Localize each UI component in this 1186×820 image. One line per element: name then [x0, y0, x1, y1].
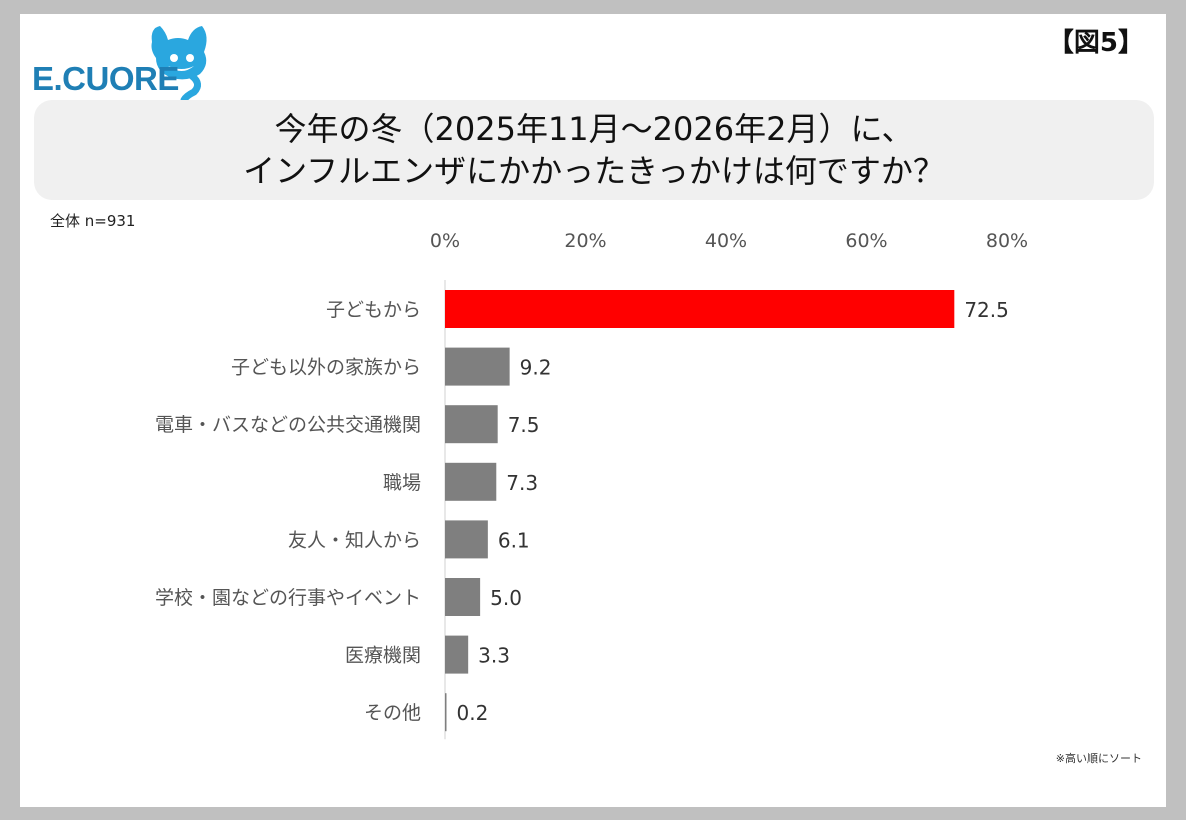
value-label: 5.0	[490, 586, 522, 610]
category-label: 学校・園などの行事やイベント	[155, 587, 421, 609]
value-label: 9.2	[520, 356, 552, 380]
category-label: 医療機関	[345, 645, 421, 667]
value-label: 7.3	[506, 471, 538, 495]
figure-frame: E.CUORE 【図5】 今年の冬（2025年11月～2026年2月）に、 イン…	[20, 14, 1166, 807]
category-label: 子どもから	[326, 299, 421, 321]
bar	[445, 462, 497, 501]
chart-title-box: 今年の冬（2025年11月～2026年2月）に、 インフルエンザにかかったきっか…	[34, 100, 1154, 200]
bar	[445, 347, 510, 386]
sort-note: ※高い順にソート	[1055, 752, 1142, 765]
bar	[445, 635, 469, 674]
bar	[445, 520, 488, 559]
category-label: その他	[364, 702, 421, 724]
value-label: 6.1	[498, 528, 530, 552]
bar	[445, 578, 481, 616]
category-label: 職場	[383, 472, 421, 494]
sample-size-label: 全体 n=931	[50, 212, 136, 230]
value-label: 0.2	[457, 701, 489, 725]
bar	[445, 290, 955, 328]
brand-logo: E.CUORE	[32, 22, 212, 112]
x-tick-label: 80%	[986, 230, 1028, 252]
x-tick-label: 60%	[845, 230, 887, 252]
category-label: 子ども以外の家族から	[231, 357, 421, 379]
bar	[445, 693, 447, 732]
category-label: 友人・知人から	[288, 529, 421, 551]
x-tick-label: 40%	[705, 230, 747, 252]
bar	[445, 405, 498, 444]
logo-text: E.CUORE	[32, 60, 179, 97]
value-label: 7.5	[508, 413, 540, 437]
x-tick-label: 20%	[564, 230, 606, 252]
chart-title-line-1: 今年の冬（2025年11月～2026年2月）に、	[274, 110, 914, 148]
category-label: 電車・バスなどの公共交通機関	[155, 414, 421, 436]
value-label: 72.5	[964, 298, 1009, 322]
figure-label: 【図5】	[1047, 28, 1144, 58]
x-tick-label: 0%	[430, 230, 460, 252]
chart-title-line-2: インフルエンザにかかったきっかけは何ですか？	[243, 152, 945, 190]
value-label: 3.3	[478, 644, 510, 668]
